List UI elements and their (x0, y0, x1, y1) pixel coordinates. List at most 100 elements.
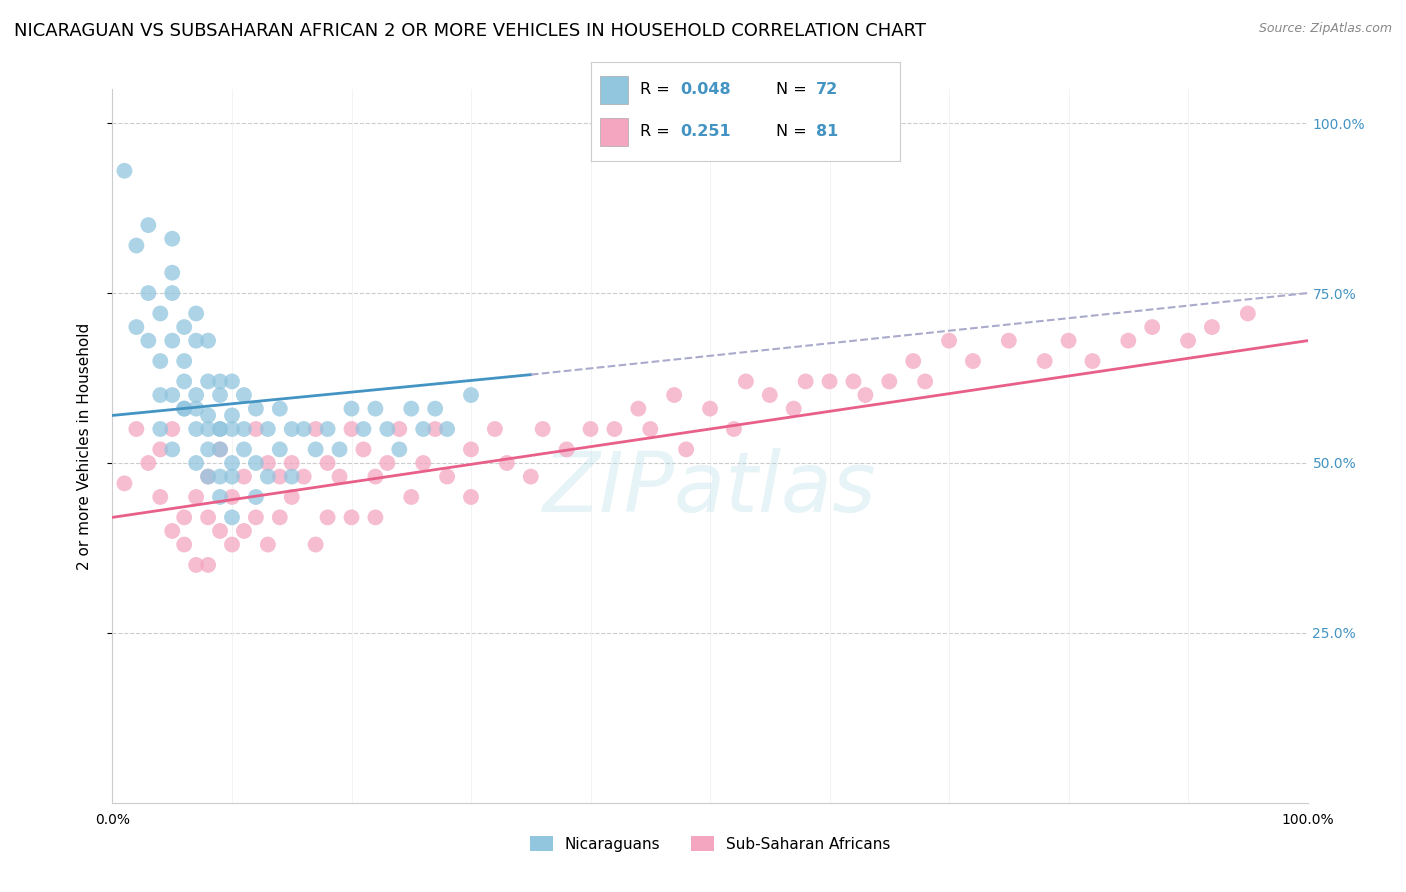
Point (209, 422, 232, 436)
Point (186, 456, 208, 470)
Point (138, 286, 160, 301)
Text: R =: R = (640, 82, 675, 97)
Point (209, 422, 232, 436)
Point (149, 490, 172, 504)
FancyBboxPatch shape (600, 119, 627, 146)
Point (209, 490, 232, 504)
Text: NICARAGUAN VS SUBSAHARAN AFRICAN 2 OR MORE VEHICLES IN HOUSEHOLD CORRELATION CHA: NICARAGUAN VS SUBSAHARAN AFRICAN 2 OR MO… (14, 22, 927, 40)
Point (401, 490, 423, 504)
Point (842, 375, 865, 389)
Text: Source: ZipAtlas.com: Source: ZipAtlas.com (1258, 22, 1392, 36)
Point (436, 469, 458, 483)
Point (281, 422, 304, 436)
Point (425, 401, 447, 416)
Point (186, 334, 208, 348)
Point (735, 375, 758, 389)
Point (340, 401, 363, 416)
Point (209, 524, 232, 538)
Point (186, 388, 208, 402)
Point (173, 354, 195, 368)
Point (1142, 320, 1164, 334)
Point (125, 320, 148, 334)
Point (162, 442, 183, 457)
Point (305, 422, 328, 436)
Point (186, 401, 208, 416)
Point (197, 334, 219, 348)
Point (388, 422, 411, 436)
Point (1057, 334, 1080, 348)
Point (138, 334, 160, 348)
Point (281, 490, 304, 504)
Point (292, 422, 315, 436)
Point (329, 442, 352, 457)
Point (197, 469, 219, 483)
Point (340, 422, 363, 436)
Point (186, 422, 208, 436)
Point (186, 490, 208, 504)
Point (114, 476, 135, 491)
Point (233, 442, 256, 457)
Point (114, 163, 135, 178)
Point (818, 375, 841, 389)
Point (221, 456, 243, 470)
Point (233, 524, 256, 538)
Point (794, 375, 817, 389)
Point (412, 422, 434, 436)
Point (162, 232, 183, 246)
Point (162, 422, 183, 436)
Point (1081, 354, 1104, 368)
Point (1118, 334, 1140, 348)
Point (173, 375, 195, 389)
Point (173, 320, 195, 334)
Point (209, 442, 232, 457)
Point (962, 354, 984, 368)
Point (197, 510, 219, 524)
Point (173, 537, 195, 551)
Point (627, 401, 650, 416)
Text: 0.048: 0.048 (681, 82, 731, 97)
Point (377, 422, 399, 436)
Point (329, 469, 352, 483)
Point (484, 422, 506, 436)
Point (197, 442, 219, 457)
Point (257, 456, 280, 470)
Point (221, 375, 243, 389)
Point (162, 524, 183, 538)
Point (173, 401, 195, 416)
Point (316, 422, 339, 436)
Point (173, 401, 195, 416)
Text: R =: R = (640, 124, 681, 138)
Point (401, 401, 423, 416)
Point (221, 490, 243, 504)
Point (364, 401, 387, 416)
Point (305, 442, 328, 457)
Point (460, 490, 482, 504)
Point (388, 442, 411, 457)
Point (233, 422, 256, 436)
Point (162, 266, 183, 280)
Point (269, 510, 291, 524)
Text: 72: 72 (817, 82, 838, 97)
Point (197, 409, 219, 423)
Point (412, 456, 434, 470)
Point (436, 422, 458, 436)
Point (245, 422, 267, 436)
Point (257, 537, 280, 551)
Point (221, 537, 243, 551)
Point (855, 388, 877, 402)
Point (903, 354, 925, 368)
Point (209, 442, 232, 457)
Point (197, 558, 219, 572)
Point (186, 306, 208, 320)
Y-axis label: 2 or more Vehicles in Household: 2 or more Vehicles in Household (77, 322, 91, 570)
Point (125, 422, 148, 436)
Point (149, 306, 172, 320)
Point (305, 537, 328, 551)
Point (914, 375, 936, 389)
Point (938, 334, 960, 348)
Point (197, 422, 219, 436)
Point (1201, 320, 1223, 334)
Point (197, 375, 219, 389)
Point (723, 422, 745, 436)
Text: N =: N = (776, 82, 813, 97)
